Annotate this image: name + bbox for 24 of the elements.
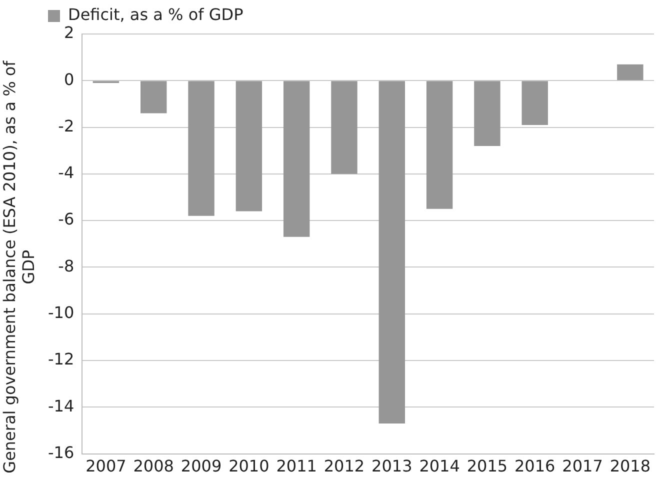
x-tick-label: 2013 — [372, 456, 412, 476]
y-tick-label: 2 — [64, 23, 74, 42]
y-tick-label: -14 — [48, 396, 74, 416]
x-tick-label: 2010 — [228, 456, 270, 476]
y-tick-label: -16 — [48, 442, 74, 462]
x-tick-label: 2018 — [610, 456, 651, 476]
x-tick-label: 2017 — [562, 456, 603, 476]
x-tick-label: 2007 — [86, 456, 126, 476]
x-tick-label: 2014 — [419, 456, 460, 476]
y-tick-label: 0 — [64, 70, 74, 89]
y-tick-label: -12 — [48, 350, 74, 369]
y-tick-label: -6 — [58, 210, 74, 229]
x-tick-label: 2016 — [514, 456, 556, 476]
x-tick-label: 2008 — [133, 456, 174, 476]
x-tick-label: 2011 — [276, 456, 317, 476]
y-tick-label: -8 — [58, 256, 74, 276]
x-tick-label: 2015 — [466, 456, 508, 476]
y-tick-label: -4 — [58, 163, 74, 182]
y-axis-title: General government balance (ESA 2010), as a % of GDP — [0, 60, 38, 476]
x-tick-label: 2009 — [180, 456, 222, 476]
x-tick-label: 2012 — [324, 456, 365, 476]
y-tick-label: -2 — [58, 116, 74, 136]
y-tick-label: -10 — [48, 303, 74, 322]
legend-label: Deficit, as a % of GDP — [68, 5, 244, 24]
